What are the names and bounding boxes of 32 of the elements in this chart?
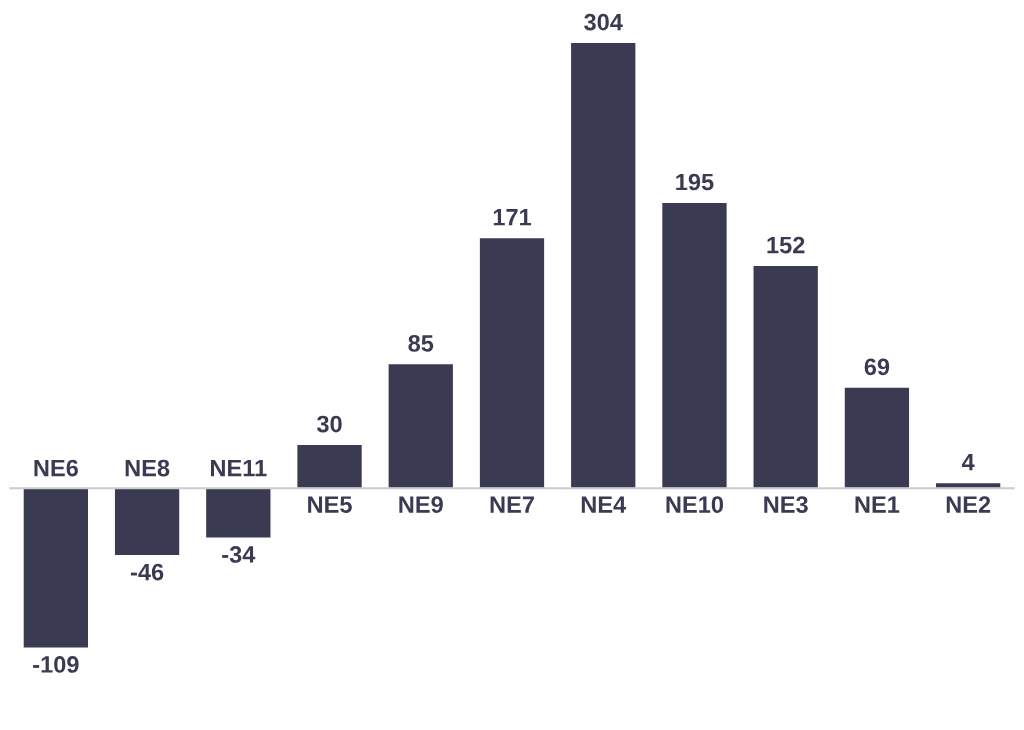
x-tick-label: NE9 <box>399 496 443 513</box>
data-label: 171 <box>493 209 532 226</box>
data-label: 4 <box>961 454 975 471</box>
x-tick-label: NE10 <box>666 496 724 513</box>
data-label: -34 <box>222 546 256 563</box>
bar <box>296 443 364 490</box>
bar <box>660 201 728 490</box>
data-label: 30 <box>316 415 342 433</box>
bar <box>752 264 820 490</box>
bar <box>22 487 90 649</box>
x-tick-label: NE3 <box>764 496 808 513</box>
bar <box>478 236 546 490</box>
data-label: 69 <box>864 358 890 376</box>
data-label: -46 <box>130 563 164 581</box>
x-tick-label: NE1 <box>855 496 900 513</box>
bar <box>843 386 911 490</box>
x-tick-label: NE11 <box>211 459 267 477</box>
x-tick-label: NE4 <box>581 496 627 513</box>
x-tick-label: NE6 <box>34 459 78 477</box>
x-tick-label: NE2 <box>946 496 991 513</box>
data-label: -109 <box>33 656 79 673</box>
bar <box>113 487 181 557</box>
data-label: 85 <box>408 334 434 352</box>
data-label: 304 <box>584 13 623 31</box>
bar <box>204 487 272 539</box>
x-tick-label: NE8 <box>125 459 170 477</box>
data-label: 152 <box>767 236 805 254</box>
x-tick-label: NE5 <box>308 496 352 513</box>
data-label: 195 <box>676 173 714 191</box>
x-tick-label: NE7 <box>490 496 534 513</box>
bar <box>387 362 455 490</box>
bar <box>569 41 637 490</box>
